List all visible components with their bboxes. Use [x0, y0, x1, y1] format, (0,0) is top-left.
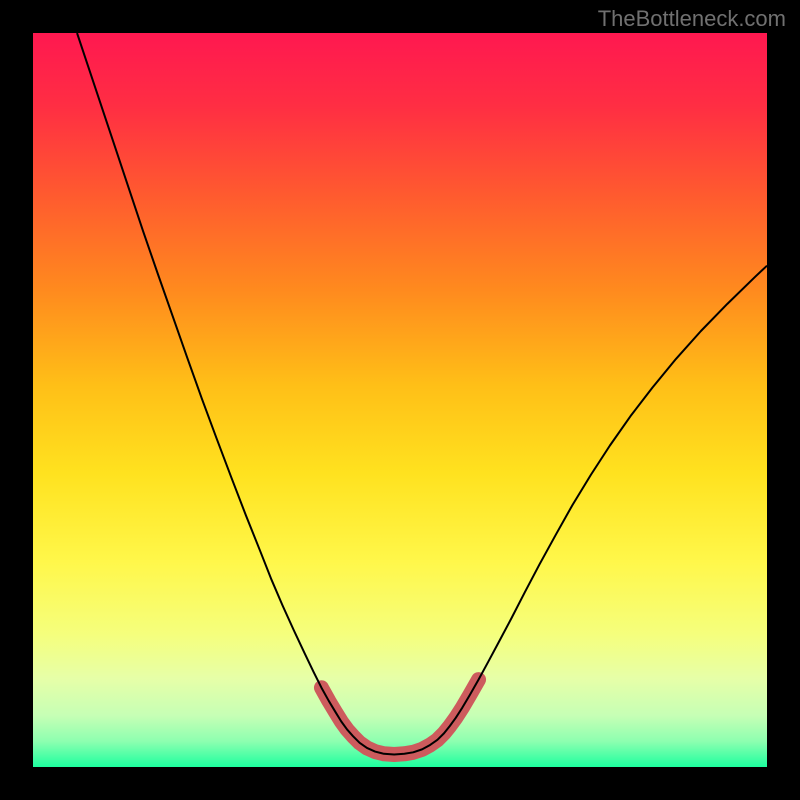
gradient-background	[33, 33, 767, 767]
chart-frame: TheBottleneck.com	[0, 0, 800, 800]
plot-area	[33, 33, 767, 767]
watermark-text: TheBottleneck.com	[598, 6, 786, 32]
plot-svg	[33, 33, 767, 767]
